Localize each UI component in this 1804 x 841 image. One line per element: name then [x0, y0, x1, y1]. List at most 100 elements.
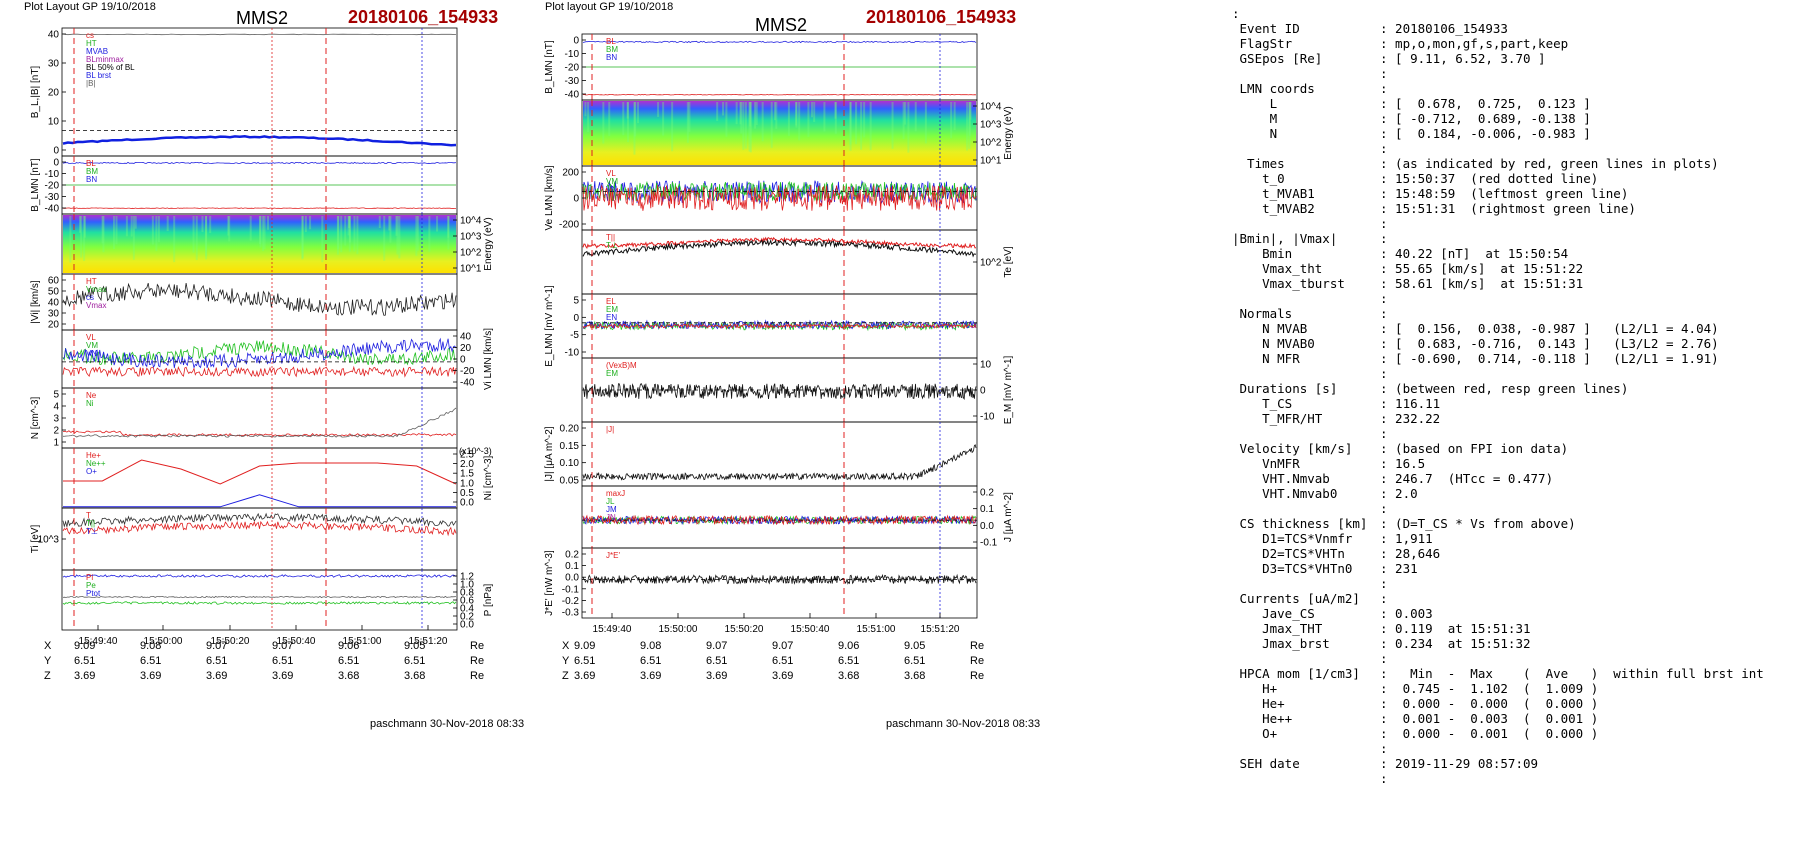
y-axis-label: |Vi| [km/s] [30, 280, 41, 324]
summary-value: : (D=T_CS * Vs from above) [1380, 516, 1576, 531]
tick-label: 10 [980, 360, 992, 371]
summary-value: : 232.22 [1380, 411, 1441, 426]
spectrogram-streak [348, 216, 351, 252]
spectrogram-streak [101, 216, 104, 244]
tick-label: 0 [573, 194, 579, 205]
summary-line: N MVAB0: [ 0.683, -0.716, 0.143 ] (L3/L2… [1232, 336, 1792, 351]
summary-line: : [1232, 216, 1792, 231]
tick-label: 0.20 [560, 424, 580, 435]
position-axis-label: X [44, 640, 52, 652]
spectrogram-streak [102, 216, 105, 253]
summary-line: : [1232, 741, 1792, 756]
spectrogram-streak [914, 102, 917, 132]
summary-value: : [ -0.690, 0.714, -0.118 ] (L2/L1 = 1.9… [1380, 351, 1719, 366]
position-value: 3.69 [772, 670, 794, 682]
panel: 0.20 0.15 0.10 0.05 |J| [μA m^-2] |J| [544, 421, 978, 487]
series-line [582, 238, 977, 258]
legend-entry: MVAB [86, 47, 108, 56]
summary-line: VnMFR: 16.5 [1232, 456, 1792, 471]
summary-label: Durations [s] [1232, 381, 1338, 396]
tick-label: 1.5 [460, 469, 474, 480]
spectrogram-streak [249, 216, 252, 241]
summary-line: Times: (as indicated by red, green lines… [1232, 156, 1792, 171]
position-value: 9.06 [338, 640, 360, 652]
tick-label: 10^1 [980, 156, 1002, 167]
position-axis-label: Z [44, 670, 51, 682]
position-value: 6.51 [206, 655, 228, 667]
legend-entry: VM [606, 177, 618, 186]
spectrogram-streak [924, 102, 927, 144]
plot-footer: paschmann 30-Nov-2018 08:33 [370, 718, 525, 730]
summary-label: SEH date [1232, 756, 1300, 771]
spectrogram-streak [192, 216, 195, 253]
spectrogram-streak [608, 102, 611, 137]
tick-label: 2 [53, 426, 59, 437]
spectrogram-streak [634, 102, 637, 137]
spectrogram-streak [798, 102, 801, 141]
tick-label: 3 [53, 414, 59, 425]
summary-line: Normals: [1232, 306, 1792, 321]
legend-entry: BM [606, 45, 618, 54]
position-value: 3.69 [272, 670, 294, 682]
tick-label: -0.3 [562, 608, 580, 619]
summary-line: Bmin: 40.22 [nT] at 15:50:54 [1232, 246, 1792, 261]
spectrogram-streak [902, 102, 905, 140]
summary-value: : 1,911 [1380, 531, 1433, 546]
legend-entry: EL [606, 297, 616, 306]
summary-value: : 246.7 (HTcc = 0.477) [1380, 471, 1554, 486]
summary-line: T_MFR/HT: 232.22 [1232, 411, 1792, 426]
series-line [62, 407, 457, 438]
y-axis-label: P [nPa] [483, 583, 494, 616]
position-unit: Re [470, 640, 485, 652]
position-unit: Re [970, 670, 985, 682]
spectrogram-streak [69, 216, 72, 263]
spectrogram-streak [813, 102, 816, 122]
time-tick-label: 15:49:40 [79, 636, 118, 644]
summary-value: : [1380, 771, 1388, 786]
summary-label: N MVAB [1232, 321, 1308, 336]
spectrogram-streak [347, 216, 350, 236]
tick-label: 30 [48, 309, 60, 320]
spectrogram-streak [633, 102, 636, 155]
summary-label: D3=TCS*VHTn0 [1232, 561, 1353, 576]
tick-label: -0.1 [562, 584, 580, 595]
time-tick-label: 15:51:20 [409, 636, 448, 644]
legend-entry: cs [86, 293, 94, 302]
summary-line: D2=TCS*VHTn: 28,646 [1232, 546, 1792, 561]
summary-line: : [1232, 651, 1792, 666]
position-value: 6.51 [74, 655, 96, 667]
summary-label: H+ [1232, 681, 1278, 696]
legend-entry: BN [86, 175, 97, 184]
y-axis-label: J*E' [nW m^-3] [544, 550, 555, 616]
summary-value: : [1380, 216, 1388, 231]
position-value: 3.69 [574, 670, 596, 682]
summary-line: He+: 0.000 - 0.000 ( 0.000 ) [1232, 696, 1792, 711]
summary-label: LMN coords [1232, 81, 1315, 96]
time-tick-label: 15:50:20 [725, 624, 764, 635]
summary-line: |Bmin|, |Vmax|: [1232, 231, 1792, 246]
summary-line: Jave_CS: 0.003 [1232, 606, 1792, 621]
position-axis-label: Y [562, 655, 570, 667]
spectrogram-streak [301, 216, 304, 260]
legend-entry: T|| [86, 519, 95, 528]
legend-entry: BL [86, 159, 96, 168]
tick-label: 0.05 [560, 476, 580, 487]
spectrogram-streak [125, 216, 128, 237]
summary-value: : (as indicated by red, green lines in p… [1380, 156, 1719, 171]
summary-line: : [1232, 576, 1792, 591]
spectrogram-streak [134, 216, 137, 229]
position-value: 3.68 [838, 670, 860, 682]
y-axis-label: J [μA m^-2] [1003, 492, 1014, 542]
summary-value: : [1380, 501, 1388, 516]
legend-entry: BM [86, 167, 98, 176]
spectrogram-streak [388, 216, 391, 231]
time-tick-label: 15:51:00 [343, 636, 382, 644]
summary-value: : 0.000 - 0.001 ( 0.000 ) [1380, 726, 1599, 741]
summary-label: VnMFR [1232, 456, 1300, 471]
spectrogram-streak [755, 102, 758, 125]
series-line [62, 340, 457, 366]
position-value: 6.51 [272, 655, 294, 667]
